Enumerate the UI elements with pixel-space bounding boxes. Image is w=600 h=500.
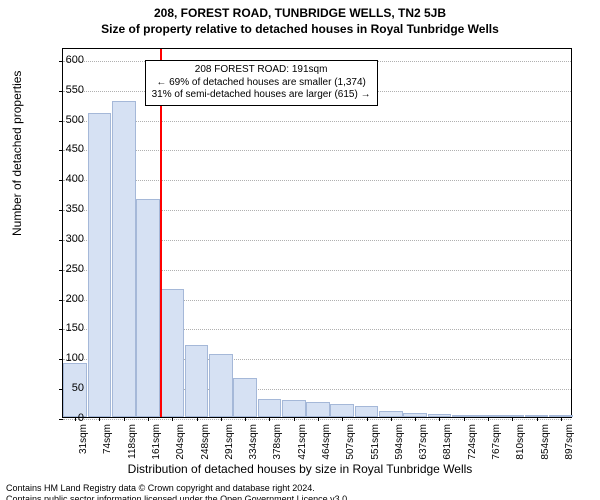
histogram-bar [112,101,136,417]
xtick-label: 551sqm [370,424,381,460]
ytick-label: 300 [44,233,84,245]
ytick-label: 150 [44,322,84,334]
footer-line2: Contains public sector information licen… [6,494,350,500]
xtick-mark [439,417,440,421]
xtick-mark [488,417,489,421]
xtick-mark [148,417,149,421]
xtick-label: 594sqm [394,424,405,460]
xtick-mark [561,417,562,421]
xtick-label: 421sqm [297,424,308,460]
xtick-mark [269,417,270,421]
chart-root: 208, FOREST ROAD, TUNBRIDGE WELLS, TN2 5… [0,6,600,500]
xtick-mark [512,417,513,421]
xtick-label: 724sqm [467,424,478,460]
xtick-label: 161sqm [151,424,162,460]
annotation-line1: 208 FOREST ROAD: 191sqm [152,64,371,77]
xtick-mark [124,417,125,421]
xtick-mark [294,417,295,421]
xtick-mark [367,417,368,421]
annotation-box: 208 FOREST ROAD: 191sqm← 69% of detached… [145,60,378,106]
footer-attribution: Contains HM Land Registry data © Crown c… [6,483,350,500]
chart-title-line2: Size of property relative to detached ho… [0,22,600,36]
histogram-bar [355,406,379,417]
xtick-label: 681sqm [442,424,453,460]
xtick-mark [221,417,222,421]
grid-line [63,419,571,420]
y-axis-label: Number of detached properties [10,71,24,236]
xtick-mark [391,417,392,421]
histogram-bar [185,345,209,417]
ytick-label: 450 [44,143,84,155]
grid-line [63,150,571,151]
xtick-mark [464,417,465,421]
histogram-bar [209,354,233,417]
plot-area: 208 FOREST ROAD: 191sqm← 69% of detached… [62,48,572,418]
histogram-bar [282,400,306,417]
xtick-label: 637sqm [418,424,429,460]
xtick-mark [197,417,198,421]
xtick-mark [172,417,173,421]
xtick-label: 810sqm [515,424,526,460]
xtick-label: 118sqm [127,424,138,459]
ytick-label: 400 [44,173,84,185]
xtick-label: 248sqm [200,424,211,460]
xtick-mark [342,417,343,421]
histogram-bar [258,399,282,417]
histogram-bar [306,402,330,417]
xtick-label: 767sqm [491,424,502,460]
grid-line [63,121,571,122]
ytick-label: 100 [44,352,84,364]
chart-title-line1: 208, FOREST ROAD, TUNBRIDGE WELLS, TN2 5… [0,6,600,20]
xtick-mark [245,417,246,421]
xtick-label: 507sqm [345,424,356,460]
xtick-label: 334sqm [248,424,259,460]
histogram-bar [136,199,160,417]
ytick-label: 250 [44,263,84,275]
xtick-mark [537,417,538,421]
ytick-label: 550 [44,84,84,96]
annotation-line3: 31% of semi-detached houses are larger (… [152,89,371,102]
ytick-label: 350 [44,203,84,215]
xtick-mark [415,417,416,421]
plot-frame: 208 FOREST ROAD: 191sqm← 69% of detached… [62,48,572,418]
ytick-label: 500 [44,114,84,126]
xtick-label: 74sqm [102,424,113,454]
xtick-mark [318,417,319,421]
ytick-label: 200 [44,293,84,305]
xtick-label: 204sqm [175,424,186,460]
histogram-bar [88,113,112,417]
histogram-bar [233,378,257,417]
ytick-label: 600 [44,54,84,66]
xtick-label: 464sqm [321,424,332,460]
annotation-line2: ← 69% of detached houses are smaller (1,… [152,77,371,90]
xtick-mark [99,417,100,421]
xtick-label: 854sqm [540,424,551,460]
xtick-label: 378sqm [272,424,283,460]
footer-line1: Contains HM Land Registry data © Crown c… [6,483,350,493]
histogram-bar [330,404,354,417]
x-axis-label: Distribution of detached houses by size … [0,462,600,476]
grid-line [63,180,571,181]
xtick-label: 31sqm [78,424,89,454]
ytick-label: 50 [44,382,84,394]
xtick-label: 897sqm [564,424,575,460]
xtick-label: 291sqm [224,424,235,460]
histogram-bar [160,289,184,417]
ytick-label: 0 [44,412,84,424]
